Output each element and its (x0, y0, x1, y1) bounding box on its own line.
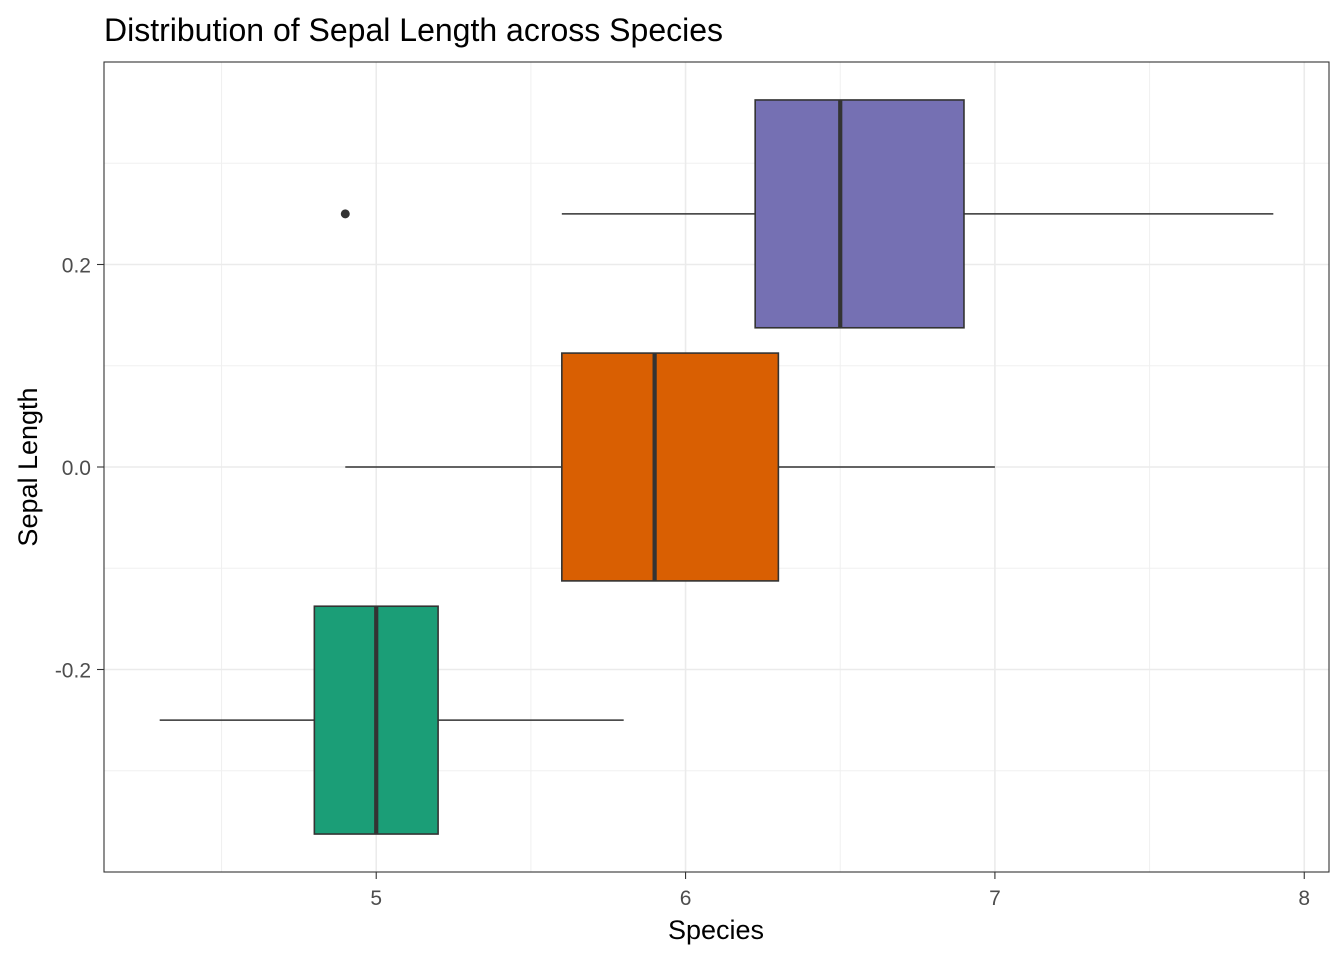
x-tick-label: 6 (680, 887, 692, 910)
outlier-point (340, 209, 350, 219)
y-tick-label: -0.2 (55, 660, 91, 683)
x-tick-label: 8 (1298, 887, 1310, 910)
chart-title: Distribution of Sepal Length across Spec… (104, 12, 723, 48)
x-tick-label: 7 (989, 887, 1001, 910)
box-group (340, 99, 1274, 329)
x-tick-label: 5 (370, 887, 382, 910)
y-tick-label: 0.2 (62, 255, 91, 278)
y-tick-label: 0.0 (62, 457, 91, 480)
axis-ticks: 5 6 7 8 -0.2 0.0 0.2 (55, 255, 1310, 911)
x-axis-title: Species (668, 915, 764, 945)
box-iqr (561, 352, 780, 582)
box-iqr (754, 99, 965, 329)
box-series (159, 99, 1274, 835)
y-axis-title: Sepal Length (13, 387, 43, 546)
box-group (345, 352, 995, 582)
box-group (159, 605, 624, 835)
